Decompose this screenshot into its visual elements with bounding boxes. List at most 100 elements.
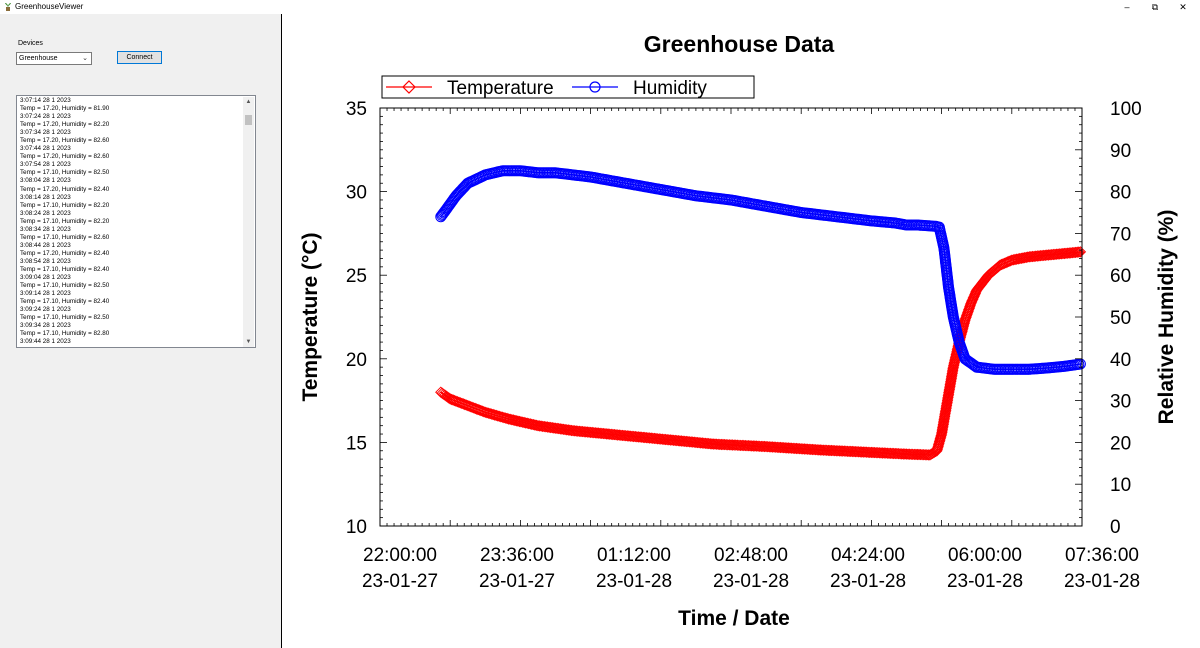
temperature-point	[530, 419, 543, 432]
title-bar: GreenhouseViewer – ⧉ ✕	[0, 0, 1200, 14]
log-line: Temp = 17.10, Humidity = 82.60	[20, 233, 110, 241]
chart-legend: Temperature Humidity	[381, 75, 755, 99]
log-line: 3:08:34 28 1 2023	[20, 225, 71, 233]
temperature-point	[519, 417, 532, 429]
scroll-up-arrow-icon[interactable]: ▲	[245, 99, 252, 105]
temperature-point	[509, 414, 521, 427]
log-lines: 3:07:14 28 1 2023 Temp = 17.20, Humidity …	[20, 97, 242, 347]
log-line: Temp = 17.10, Humidity = 82.80	[20, 330, 110, 338]
x-tick-date-label: 23-01-28	[596, 571, 672, 592]
temperature-point	[541, 421, 554, 433]
data-log-listbox[interactable]: 3:07:14 28 1 2023 Temp = 17.20, Humidity …	[16, 95, 256, 348]
devices-label: Devices	[18, 40, 43, 47]
log-line: Temp = 17.20, Humidity = 82.60	[20, 137, 110, 145]
log-line: Temp = 17.10, Humidity = 82.40	[20, 298, 110, 306]
log-line: 3:09:44 28 1 2023	[20, 338, 71, 346]
temperature-point	[488, 409, 501, 421]
y2-tick-label: 50	[1110, 308, 1131, 329]
temperature-point	[970, 285, 982, 298]
y2-tick-label: 60	[1110, 266, 1131, 287]
temperature-point	[1071, 246, 1083, 258]
log-line: Temp = 17.10, Humidity = 82.50	[20, 314, 110, 322]
x-tick-date-label: 23-01-28	[713, 571, 789, 592]
temperature-point	[473, 404, 486, 416]
legend-temperature-marker	[402, 80, 416, 94]
log-line: Temp = 17.20, Humidity = 82.40	[20, 249, 110, 257]
x-tick-time-label: 01:12:00	[597, 545, 671, 566]
scroll-thumb[interactable]	[245, 115, 252, 125]
temperature-point	[499, 412, 512, 424]
log-line: 3:08:14 28 1 2023	[20, 193, 71, 201]
log-line: Temp = 17.10, Humidity = 82.20	[20, 217, 110, 225]
temperature-point	[1068, 246, 1080, 259]
log-line: 3:09:04 28 1 2023	[20, 274, 71, 282]
axes-layer: 10 15 20 25 30 35 0 10 20 30 40 50 60 70 80 90 100 22:00:…	[346, 99, 1142, 592]
y-tick-label: 20	[346, 350, 367, 371]
y2-tick-label: 0	[1110, 517, 1121, 538]
y2-tick-label: 70	[1110, 224, 1131, 245]
log-line: Temp = 17.20, Humidity = 82.40	[20, 185, 110, 193]
log-line: Temp = 17.20, Humidity = 81.90	[20, 105, 110, 113]
x-tick-time-label: 04:24:00	[831, 545, 905, 566]
log-line: 3:08:44 28 1 2023	[20, 241, 71, 249]
log-line: 3:07:24 28 1 2023	[20, 113, 71, 121]
x-tick-date-label: 23-01-28	[947, 571, 1023, 592]
humidity-markers	[435, 165, 1086, 375]
y-tick-label: 30	[346, 183, 367, 204]
x-tick-date-label: 23-01-28	[830, 571, 906, 592]
x-tick-time-label: 22:00:00	[363, 545, 437, 566]
log-line: Temp = 17.10, Humidity = 82.40	[20, 265, 110, 273]
temperature-point	[1069, 246, 1082, 259]
log-line: Temp = 17.20, Humidity = 82.20	[20, 121, 110, 129]
log-line: Temp = 17.20, Humidity = 82.60	[20, 153, 110, 161]
log-line: 3:07:34 28 1 2023	[20, 129, 71, 137]
x-axis-title: Time / Date	[678, 607, 790, 630]
series-layer	[435, 165, 1087, 461]
y-tick-label: 35	[346, 99, 367, 120]
temperature-point	[496, 411, 509, 423]
temperature-point	[526, 418, 538, 431]
log-line: 3:07:44 28 1 2023	[20, 145, 71, 153]
y-axis-title: Temperature (°C)	[299, 232, 322, 401]
connect-button[interactable]: Connect	[117, 51, 162, 64]
temperature-point	[527, 418, 540, 431]
x-tick-time-label: 02:48:00	[714, 545, 788, 566]
legend-temperature-label: Temperature	[447, 78, 554, 99]
x-tick-time-label: 23:36:00	[480, 545, 554, 566]
temperature-point	[518, 416, 530, 429]
device-dropdown[interactable]: Greenhouse ⌄	[16, 52, 92, 65]
x-tick-time-label: 06:00:00	[948, 545, 1022, 566]
x-tick-date-label: 23-01-27	[362, 571, 438, 592]
y2-axis-title: Relative Humidity (%)	[1155, 210, 1178, 425]
temperature-point	[512, 415, 524, 427]
device-dropdown-value: Greenhouse	[19, 55, 58, 62]
minimize-button[interactable]: –	[1124, 2, 1130, 12]
scroll-down-arrow-icon[interactable]: ▼	[245, 339, 252, 345]
log-scrollbar[interactable]: ▲ ▼	[243, 97, 254, 347]
chart-panel: Greenhouse Data 10 15 20 25 30 35 0 10 20 30 40 50 6…	[281, 14, 1200, 648]
greenhouse-chart: Greenhouse Data 10 15 20 25 30 35 0 10 20 30 40 50 6…	[299, 31, 1178, 630]
temperature-point	[521, 417, 533, 429]
window-title: GreenhouseViewer	[15, 2, 84, 11]
log-line: 3:08:54 28 1 2023	[20, 257, 71, 265]
log-line: 3:09:34 28 1 2023	[20, 322, 71, 330]
y-tick-label: 15	[346, 433, 367, 454]
y2-tick-label: 30	[1110, 392, 1131, 413]
x-tick-date-label: 23-01-27	[479, 571, 555, 592]
temperature-point	[552, 422, 565, 435]
legend-box	[381, 75, 755, 99]
y2-tick-label: 20	[1110, 433, 1131, 454]
log-line: 3:09:24 28 1 2023	[20, 306, 71, 314]
y2-tick-label: 80	[1110, 183, 1131, 204]
temperature-point	[522, 417, 535, 430]
log-line: Temp = 17.10, Humidity = 82.50	[20, 282, 110, 290]
log-line: Temp = 17.10, Humidity = 82.50	[20, 169, 110, 177]
log-line: 3:09:14 28 1 2023	[20, 290, 71, 298]
x-tick-time-label: 07:36:00	[1065, 545, 1139, 566]
temperature-point	[1074, 246, 1087, 258]
temperature-point	[524, 418, 537, 430]
temperature-point	[510, 415, 523, 427]
restore-button[interactable]: ⧉	[1151, 2, 1159, 12]
log-line: Temp = 17.10, Humidity = 82.20	[20, 201, 110, 209]
close-button[interactable]: ✕	[1179, 2, 1187, 12]
